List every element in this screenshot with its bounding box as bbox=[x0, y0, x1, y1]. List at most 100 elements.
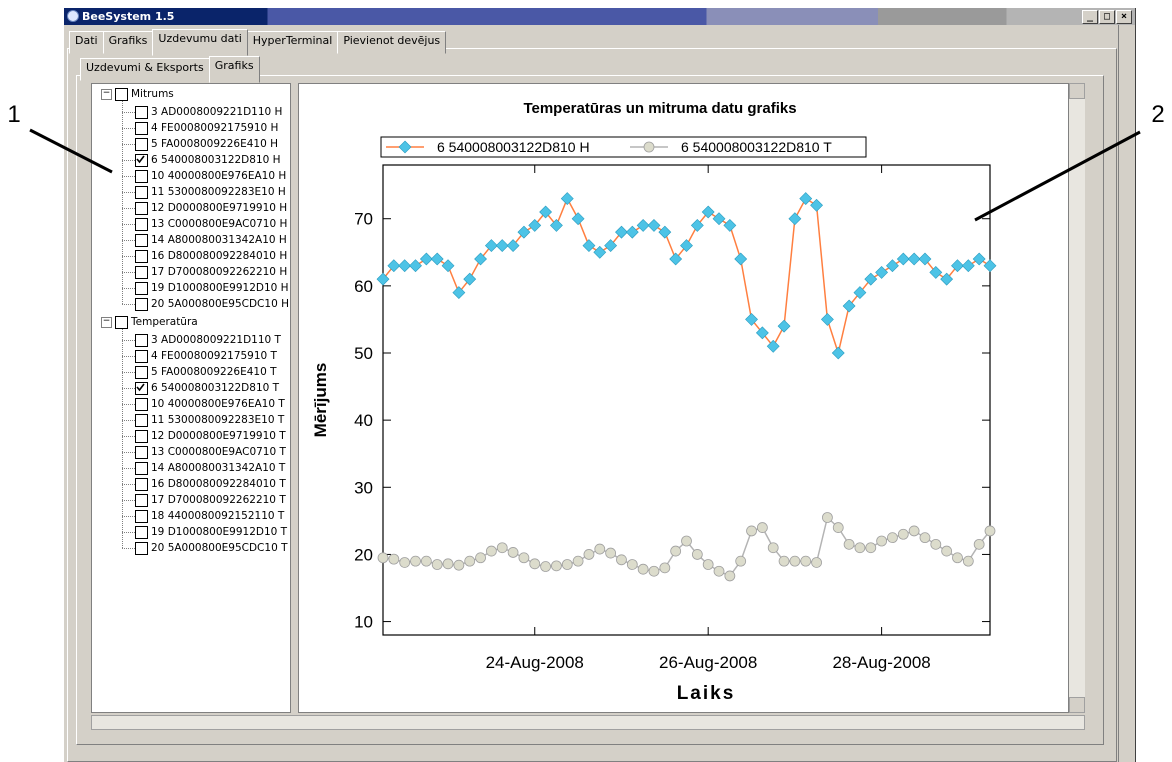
data-point bbox=[561, 559, 573, 570]
checkbox[interactable] bbox=[115, 88, 128, 101]
tab[interactable]: Uzdevumu dati bbox=[152, 29, 248, 56]
tree-item[interactable]: 10 40000800E976EA10 H bbox=[92, 169, 290, 183]
checkbox[interactable] bbox=[135, 398, 148, 411]
tree-item[interactable]: 10 40000800E976EA10 T bbox=[92, 397, 290, 411]
checkbox[interactable] bbox=[135, 234, 148, 247]
sensor-tree[interactable]: − Mitrums 3 AD0008009221D110 H 4 FE00080092… bbox=[91, 83, 291, 713]
tree-item[interactable]: 4 FE00080092175910 T bbox=[92, 349, 290, 363]
connector bbox=[122, 340, 135, 341]
tree-item[interactable]: 19 D1000800E9912D10 H bbox=[92, 281, 290, 295]
data-point bbox=[919, 532, 931, 544]
checkbox[interactable] bbox=[135, 154, 148, 167]
subtab[interactable]: Grafiks bbox=[208, 56, 260, 83]
checkbox[interactable] bbox=[135, 446, 148, 459]
connector bbox=[122, 532, 135, 533]
tab[interactable]: Grafiks bbox=[102, 31, 154, 54]
tree-group[interactable]: − Temperatūra bbox=[92, 315, 290, 329]
checkbox[interactable] bbox=[135, 334, 148, 347]
checkbox[interactable] bbox=[135, 122, 148, 135]
data-point bbox=[907, 252, 921, 266]
data-point bbox=[604, 239, 618, 252]
checkbox[interactable] bbox=[115, 316, 128, 329]
item-label: 16 D800080092284010 H bbox=[151, 250, 288, 262]
checkbox[interactable] bbox=[135, 250, 148, 263]
data-point bbox=[746, 525, 757, 537]
tree-item[interactable]: 20 5A000800E95CDC10 T bbox=[92, 541, 290, 555]
minimize-button[interactable]: _ bbox=[1082, 10, 1098, 24]
tree-item[interactable]: 4 FE00080092175910 H bbox=[92, 121, 290, 135]
tree-item[interactable]: 5 FA0008009226E410 H bbox=[92, 137, 290, 151]
tree-item[interactable]: 19 D1000800E9912D10 T bbox=[92, 525, 290, 539]
item-label: 12 D0000800E9719910 H bbox=[151, 202, 288, 214]
subtab[interactable]: Uzdevumi & Eksports bbox=[80, 58, 210, 81]
maximize-button[interactable]: □ bbox=[1099, 10, 1115, 24]
checkbox[interactable] bbox=[135, 298, 148, 311]
item-label: 13 C0000800E9AC0710 T bbox=[151, 446, 286, 458]
data-point bbox=[529, 558, 541, 570]
expander[interactable]: − bbox=[101, 88, 112, 100]
item-label: 10 40000800E976EA10 H bbox=[151, 170, 287, 182]
tree-item[interactable]: 6 540008003122D810 H bbox=[92, 153, 290, 167]
checkbox[interactable] bbox=[135, 350, 148, 363]
connector bbox=[122, 101, 123, 304]
tree-item[interactable]: 13 C0000800E9AC0710 H bbox=[92, 217, 290, 231]
vertical-scrollbar[interactable] bbox=[1069, 83, 1085, 713]
tree-item[interactable]: 6 540008003122D810 T bbox=[92, 381, 290, 395]
checkbox[interactable] bbox=[135, 366, 148, 379]
tab[interactable]: Dati bbox=[69, 31, 104, 54]
data-point bbox=[377, 552, 389, 564]
checkbox[interactable] bbox=[135, 170, 148, 183]
connector bbox=[122, 452, 135, 453]
checkbox[interactable] bbox=[135, 414, 148, 427]
scroll-down[interactable] bbox=[1069, 697, 1085, 713]
checkbox[interactable] bbox=[135, 430, 148, 443]
close-button[interactable]: × bbox=[1116, 10, 1132, 24]
legend bbox=[380, 136, 867, 158]
checkbox[interactable] bbox=[135, 106, 148, 119]
tree-item[interactable]: 11 5300080092283E10 T bbox=[92, 413, 290, 427]
checkbox[interactable] bbox=[135, 494, 148, 507]
scroll-up[interactable] bbox=[1069, 83, 1085, 99]
tree-item[interactable]: 17 D700080092262210 H bbox=[92, 265, 290, 279]
tree-item[interactable]: 18 4400080092152110 T bbox=[92, 509, 290, 523]
checkbox[interactable] bbox=[135, 382, 148, 395]
data-point bbox=[961, 259, 975, 273]
y-axis-label: Mērījums bbox=[311, 363, 330, 438]
data-point bbox=[539, 205, 553, 219]
tree-item[interactable]: 13 C0000800E9AC0710 T bbox=[92, 445, 290, 459]
y-tick-label: 50 bbox=[354, 344, 373, 363]
tree-item[interactable]: 16 D800080092284010 H bbox=[92, 249, 290, 263]
checkbox[interactable] bbox=[135, 462, 148, 475]
horizontal-scrollbar[interactable] bbox=[91, 715, 1085, 730]
tree-item[interactable]: 20 5A000800E95CDC10 H bbox=[92, 297, 290, 311]
tree-item[interactable]: 3 AD0008009221D110 H bbox=[92, 105, 290, 119]
connector bbox=[122, 420, 135, 421]
checkbox[interactable] bbox=[135, 186, 148, 199]
tree-item[interactable]: 3 AD0008009221D110 T bbox=[92, 333, 290, 347]
checkbox[interactable] bbox=[135, 478, 148, 491]
item-label: 5 FA0008009226E410 H bbox=[151, 138, 278, 150]
tree-item[interactable]: 17 D700080092262210 T bbox=[92, 493, 290, 507]
tree-item[interactable]: 14 A800080031342A10 T bbox=[92, 461, 290, 475]
connector bbox=[122, 468, 135, 469]
tree-item[interactable]: 14 A800080031342A10 H bbox=[92, 233, 290, 247]
checkbox[interactable] bbox=[135, 202, 148, 215]
tree-item[interactable]: 12 D0000800E9719910 T bbox=[92, 429, 290, 443]
tree-item[interactable]: 16 D800080092284010 T bbox=[92, 477, 290, 491]
checkbox[interactable] bbox=[135, 138, 148, 151]
tree-group[interactable]: − Mitrums bbox=[92, 87, 290, 101]
tree-item[interactable]: 12 D0000800E9719910 H bbox=[92, 201, 290, 215]
tab[interactable]: HyperTerminal bbox=[246, 31, 339, 54]
checkbox[interactable] bbox=[135, 266, 148, 279]
legend-marker bbox=[398, 140, 412, 154]
tab[interactable]: Pievienot devējus bbox=[337, 31, 447, 54]
checkbox[interactable] bbox=[135, 526, 148, 539]
checkbox[interactable] bbox=[135, 218, 148, 231]
tree-item[interactable]: 5 FA0008009226E410 T bbox=[92, 365, 290, 379]
checkbox[interactable] bbox=[135, 542, 148, 555]
data-point bbox=[485, 545, 497, 557]
expander[interactable]: − bbox=[101, 316, 112, 328]
checkbox[interactable] bbox=[135, 282, 148, 295]
checkbox[interactable] bbox=[135, 510, 148, 523]
tree-item[interactable]: 11 5300080092283E10 H bbox=[92, 185, 290, 199]
